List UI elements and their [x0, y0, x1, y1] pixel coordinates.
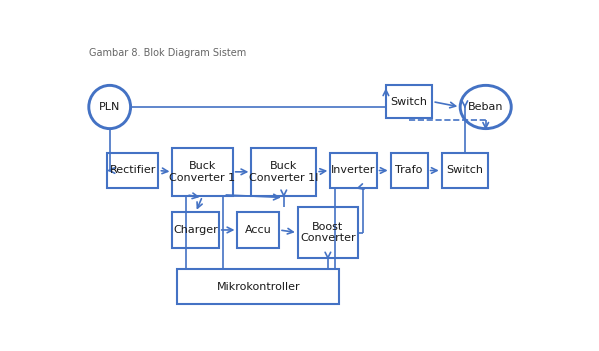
Bar	[173, 147, 232, 196]
Text: Trafo: Trafo	[395, 166, 423, 176]
Text: Buck
Converter 1I: Buck Converter 1I	[249, 161, 319, 183]
Text: Gambar 8. Blok Diagram Sistem: Gambar 8. Blok Diagram Sistem	[89, 47, 246, 58]
Text: Switch: Switch	[391, 97, 428, 107]
Bar	[391, 153, 428, 188]
Text: Inverter: Inverter	[331, 166, 376, 176]
Text: Accu: Accu	[245, 225, 271, 235]
Text: Buck
Converter 1: Buck Converter 1	[170, 161, 235, 183]
Bar	[177, 269, 340, 304]
Text: PLN: PLN	[99, 102, 120, 112]
Text: Boost
Converter: Boost Converter	[300, 222, 356, 244]
Bar	[298, 207, 358, 258]
Text: Charger: Charger	[173, 225, 218, 235]
Bar	[107, 153, 158, 188]
Bar	[237, 212, 279, 247]
Text: Beban: Beban	[468, 102, 504, 112]
Bar	[252, 147, 316, 196]
Text: Switch: Switch	[446, 166, 483, 176]
Bar	[441, 153, 488, 188]
Bar	[330, 153, 377, 188]
Text: Mikrokontroller: Mikrokontroller	[216, 282, 300, 292]
Bar	[173, 212, 219, 247]
Text: Rectifier: Rectifier	[110, 166, 156, 176]
Bar	[386, 85, 432, 118]
